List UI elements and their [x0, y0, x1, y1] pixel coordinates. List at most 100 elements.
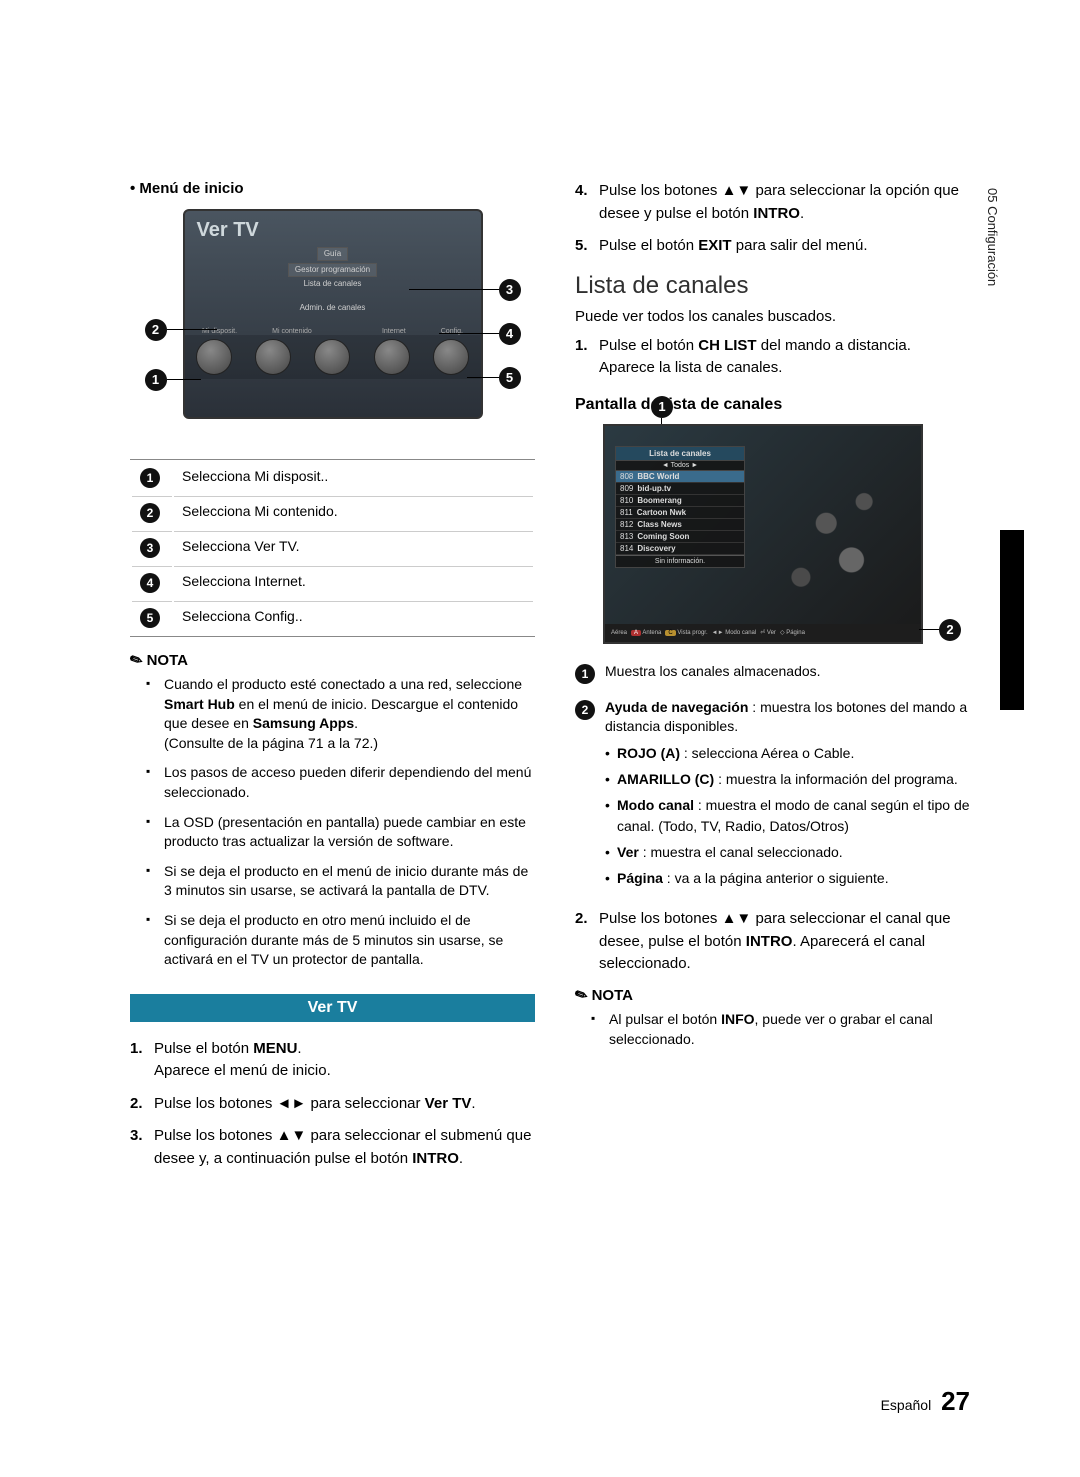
tv-icon — [314, 339, 350, 375]
channel-list-box: Lista de canales ◄ Todos ► 808BBC World8… — [603, 424, 923, 644]
list-item: Pulse los botones ▲▼ para seleccionar la… — [599, 180, 980, 225]
callout-2: 2 — [939, 619, 961, 641]
channel-row: 814Discovery — [616, 543, 744, 555]
legend-text: Ayuda de navegación : muestra los botone… — [605, 698, 980, 895]
bottom-item: C Vista progr. — [665, 630, 707, 636]
num-badge: 1 — [140, 468, 160, 488]
callout-line — [409, 289, 499, 290]
list-item: Página : va a la página anterior o sigui… — [617, 868, 980, 888]
menu-item: Gestor programación — [288, 263, 377, 277]
list-item: AMARILLO (C) : muestra la información de… — [617, 769, 980, 789]
num-badge: 2 — [575, 700, 595, 720]
pen-icon: ✎ — [572, 984, 591, 1006]
callout-line — [919, 629, 939, 630]
list-item: Pulse el botón MENU.Aparece el menú de i… — [154, 1038, 535, 1083]
steps-1-3: Pulse el botón MENU.Aparece el menú de i… — [130, 1038, 535, 1171]
chlist-step-2: Pulse los botones ▲▼ para seleccionar el… — [575, 908, 980, 976]
legend-text: Selecciona Mi contenido. — [174, 496, 533, 529]
ver-tv-figure: Ver TV Guía Gestor programación Lista de… — [183, 209, 483, 419]
channel-row: 812Class News — [616, 519, 744, 531]
legend-row-1: 1 Muestra los canales almacenados. — [575, 662, 980, 684]
legend-text: Muestra los canales almacenados. — [605, 662, 980, 682]
side-tab: 05 Configuración — [985, 188, 1000, 286]
list-item: Los pasos de acceso pueden diferir depen… — [164, 763, 535, 802]
shelf-label: Mi contenido — [272, 328, 312, 335]
ver-tv-box: Ver TV Guía Gestor programación Lista de… — [183, 209, 483, 419]
channel-row: 808BBC World — [616, 471, 744, 483]
callout-line — [167, 379, 201, 380]
page-footer: Español 27 — [881, 1386, 970, 1417]
list-item: Cuando el producto esté conectado a una … — [164, 675, 535, 753]
panel-sub: ◄ Todos ► — [616, 461, 744, 471]
left-column: Menú de inicio Ver TV Guía Gestor progra… — [130, 180, 535, 1180]
num-badge: 4 — [140, 573, 160, 593]
callout-4: 4 — [499, 323, 521, 345]
legend-text: Selecciona Config.. — [174, 601, 533, 634]
nota-list-2: Al pulsar el botón INFO, puede ver o gra… — [575, 1010, 980, 1049]
internet-icon — [374, 339, 410, 375]
bottom-item: ⏎ Ver — [760, 629, 776, 636]
callout-1: 1 — [651, 396, 673, 418]
shelf — [185, 335, 481, 379]
legend-row-2: 2 Ayuda de navegación : muestra los boto… — [575, 698, 980, 895]
list-item: ROJO (A) : selecciona Aérea o Cable. — [617, 743, 980, 763]
nota-label: NOTA — [147, 652, 188, 669]
list-item: Pulse los botones ▲▼ para seleccionar el… — [599, 908, 980, 976]
menu-item: Admin. de canales — [185, 302, 481, 314]
page-columns: Menú de inicio Ver TV Guía Gestor progra… — [130, 180, 980, 1180]
legend-text: Selecciona Mi disposit.. — [174, 462, 533, 494]
bottom-item: A Antena — [631, 630, 661, 636]
menu-heading: Menú de inicio — [130, 180, 535, 197]
list-item: Pulse el botón CH LIST del mando a dista… — [599, 335, 980, 380]
list-item: Ver : muestra el canal seleccionado. — [617, 842, 980, 862]
legend-text: Selecciona Internet. — [174, 566, 533, 599]
section-marker — [1000, 530, 1024, 710]
num-badge: 3 — [140, 538, 160, 558]
num-badge: 2 — [140, 503, 160, 523]
callout-1: 1 — [145, 369, 167, 391]
bottom-bar: AéreaA AntenaC Vista progr.◄► Modo canal… — [605, 624, 921, 642]
ver-tv-title: Ver TV — [185, 211, 481, 246]
h3-pantalla: Pantalla de lista de canales — [575, 396, 980, 414]
device-icon — [196, 339, 232, 375]
callout-line — [167, 329, 217, 330]
nota-heading: ✎NOTA — [130, 651, 535, 669]
list-item: Si se deja el producto en otro menú incl… — [164, 911, 535, 970]
content-icon — [255, 339, 291, 375]
legend-table: 1 Selecciona Mi disposit.. 2 Selecciona Mi … — [130, 459, 535, 637]
channel-list-figure: 1 Lista de canales ◄ Todos ► 808BBC Worl… — [603, 424, 923, 644]
callout-2: 2 — [145, 319, 167, 341]
pen-icon: ✎ — [127, 649, 146, 671]
shelf-label: Internet — [382, 328, 406, 335]
h2-lista-canales: Lista de canales — [575, 272, 980, 300]
right-column: Pulse los botones ▲▼ para seleccionar la… — [575, 180, 980, 1180]
menu-item: Guía — [317, 247, 348, 261]
list-item: Al pulsar el botón INFO, puede ver o gra… — [609, 1010, 980, 1049]
panel-header: Lista de canales — [616, 447, 744, 461]
list-item: Modo canal : muestra el modo de canal se… — [617, 795, 980, 836]
nota-label: NOTA — [592, 987, 633, 1004]
bottom-item: ◇ Página — [780, 629, 805, 636]
footer-lang: Español — [881, 1397, 932, 1413]
channel-row: 809bid-up.tv — [616, 483, 744, 495]
legend-text: Selecciona Ver TV. — [174, 531, 533, 564]
callout-line — [439, 333, 499, 334]
channel-row: 810Boomerang — [616, 495, 744, 507]
chlist-step-1: Pulse el botón CH LIST del mando a dista… — [575, 335, 980, 380]
config-icon — [433, 339, 469, 375]
bottom-item: ◄► Modo canal — [712, 630, 757, 636]
shelf-labels: Mi disposit. Mi contenido Internet Confi… — [185, 328, 481, 335]
channel-panel: Lista de canales ◄ Todos ► 808BBC World8… — [615, 446, 745, 568]
channel-row: 811Cartoon Nwk — [616, 507, 744, 519]
steps-4-5: Pulse los botones ▲▼ para seleccionar la… — [575, 180, 980, 258]
list-item: La OSD (presentación en pantalla) puede … — [164, 813, 535, 852]
callout-5: 5 — [499, 367, 521, 389]
num-badge: 1 — [575, 664, 595, 684]
callout-line — [467, 377, 499, 378]
num-badge: 5 — [140, 608, 160, 628]
channel-row: 813Coming Soon — [616, 531, 744, 543]
list-item: Pulse los botones ▲▼ para seleccionar el… — [154, 1125, 535, 1170]
ver-tv-menu: Guía Gestor programación Lista de canale… — [185, 246, 481, 314]
list-item: Si se deja el producto en el menú de ini… — [164, 862, 535, 901]
section-bar: Ver TV — [130, 994, 535, 1022]
